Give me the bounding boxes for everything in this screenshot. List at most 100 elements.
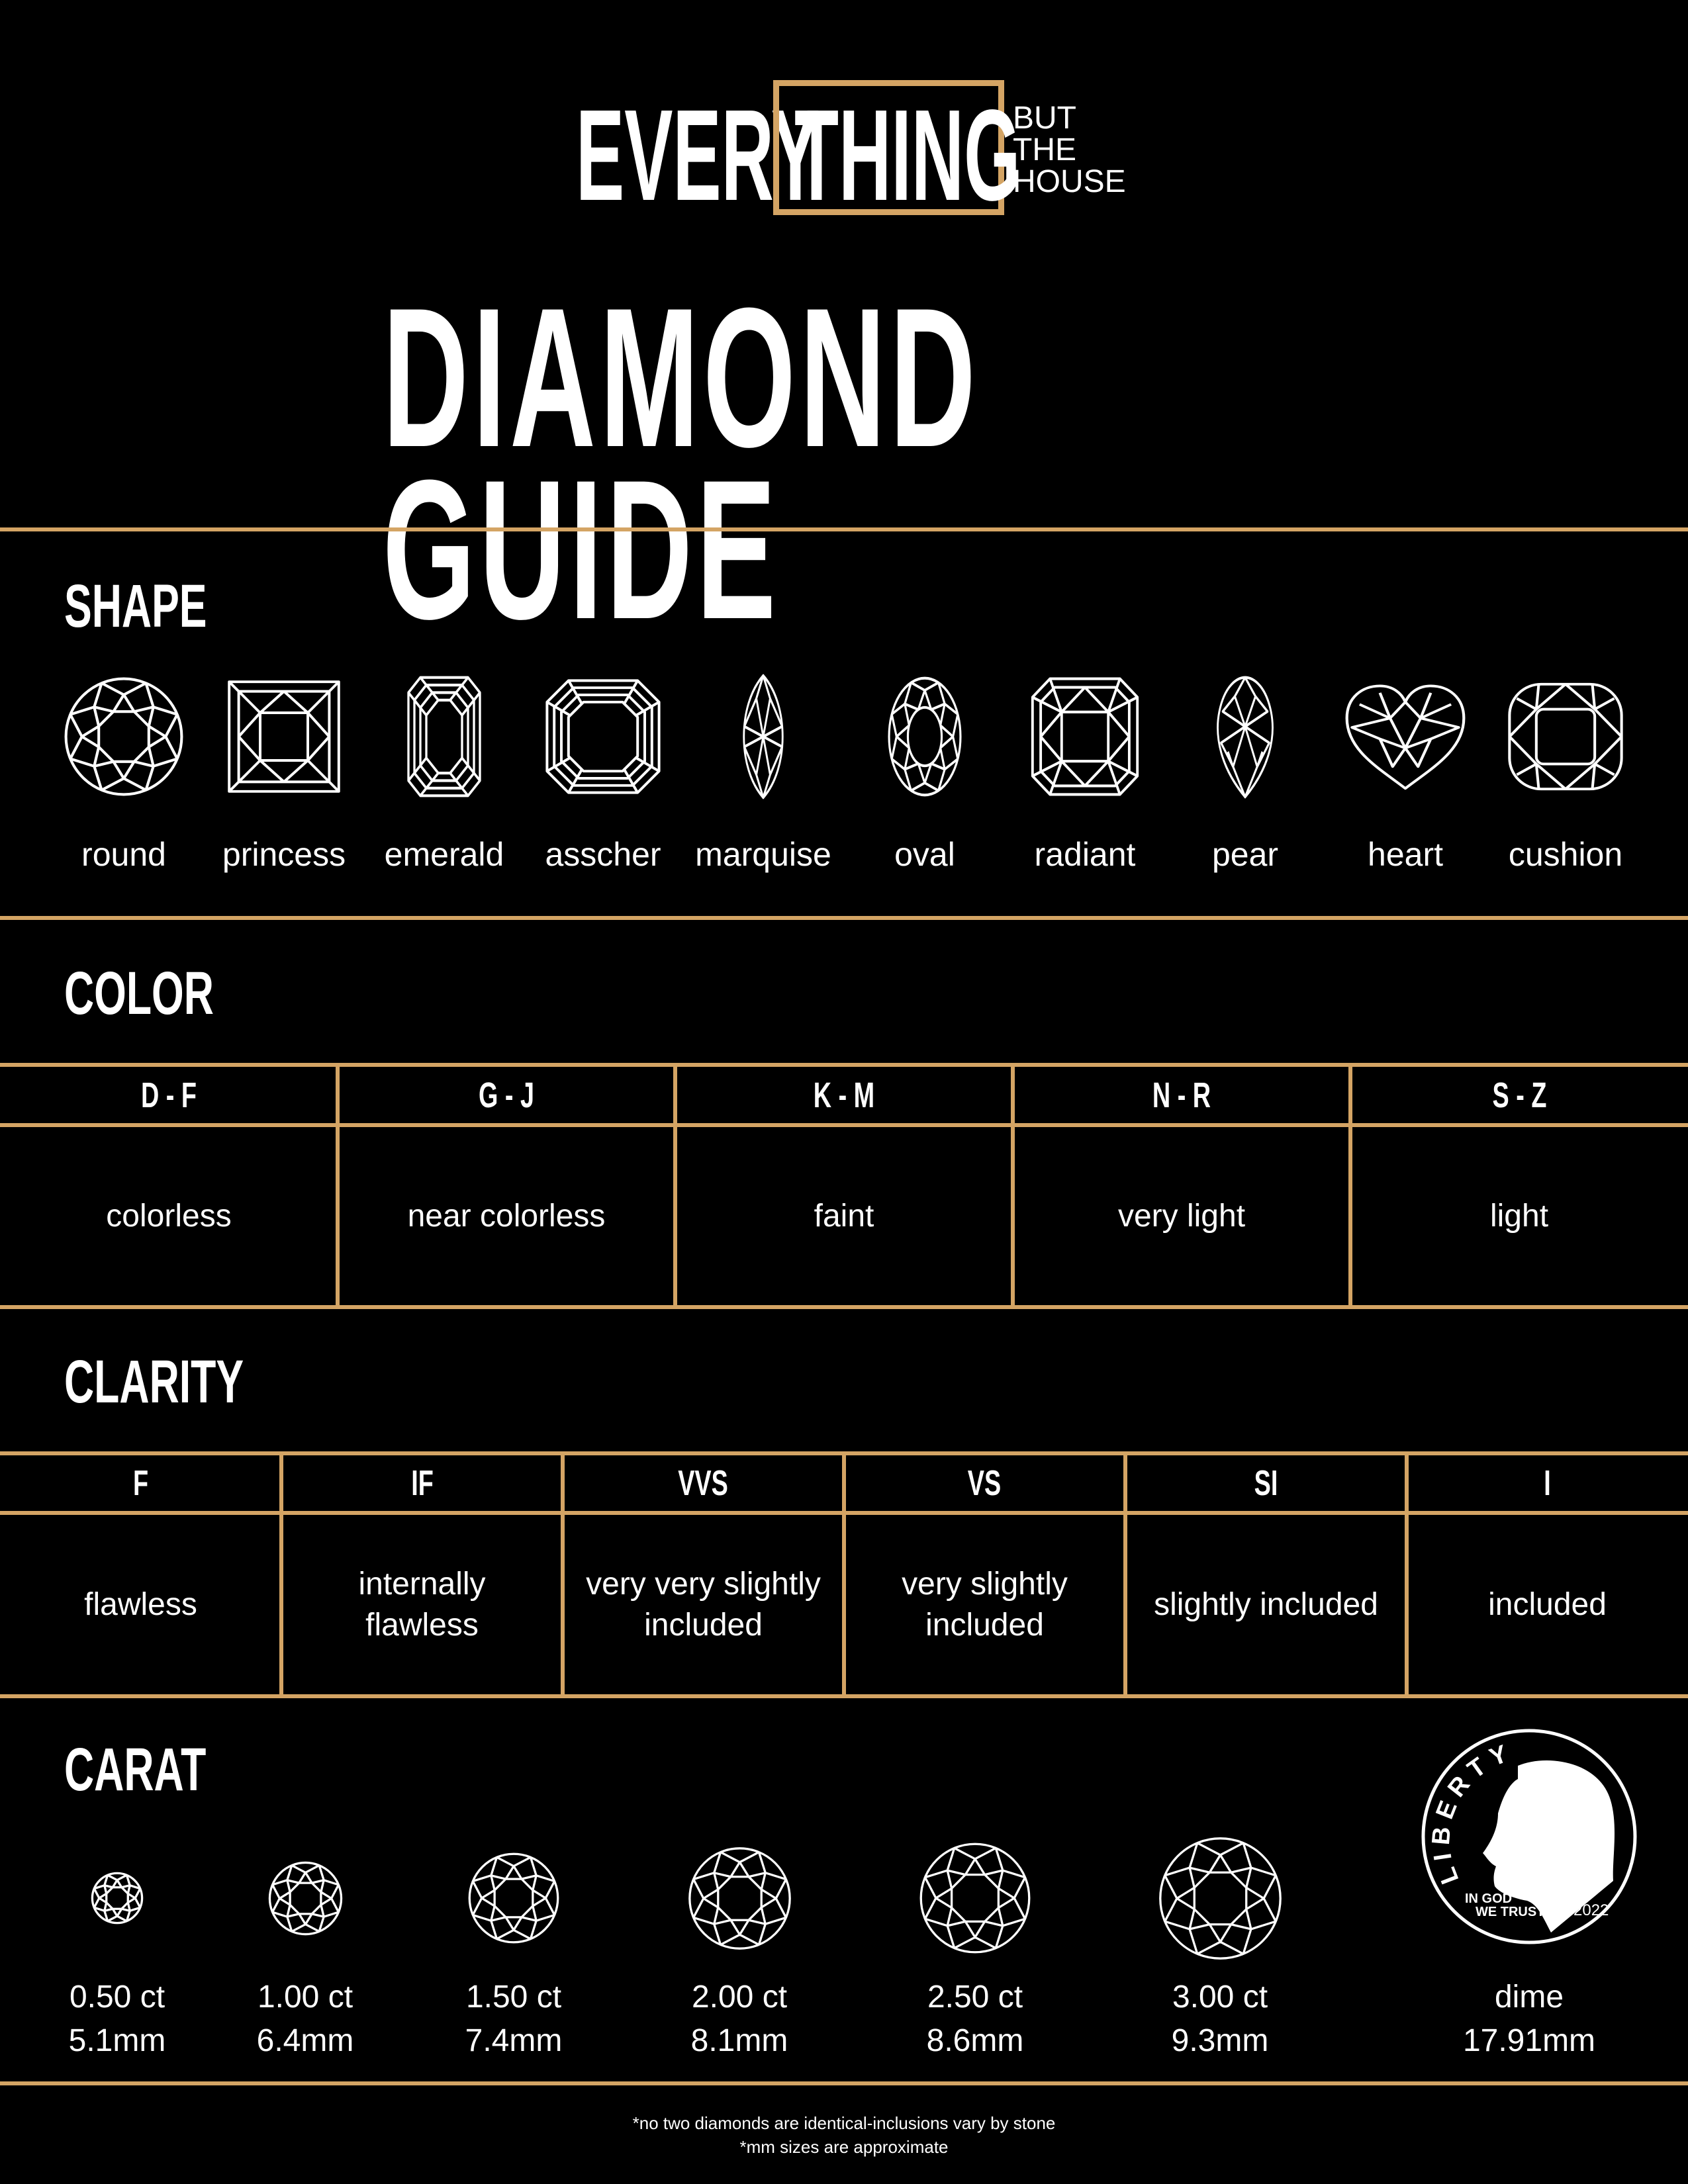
clarity-grade-description: internally flawless — [358, 1566, 486, 1643]
shape-item-round: round — [44, 672, 203, 874]
clarity-grade-header: SI — [1254, 1463, 1278, 1503]
shape-item-pear: pear — [1166, 672, 1325, 874]
oval-diamond-icon — [888, 676, 962, 796]
shape-label: heart — [1368, 836, 1443, 873]
heart-diamond-icon — [1345, 684, 1466, 790]
dime-reference: LIBERTY IN GOD WE TRUST 2022 — [1420, 1727, 1638, 1946]
divider — [0, 2081, 1688, 2085]
cushion-diamond-icon — [1508, 682, 1623, 790]
shape-item-cushion: cushion — [1486, 672, 1645, 874]
shape-label: oval — [894, 836, 955, 873]
clarity-grade-header: VVS — [678, 1463, 729, 1503]
table-column-divider — [1011, 1063, 1015, 1309]
asscher-diamond-icon — [545, 678, 661, 794]
color-grade-description: faint — [814, 1198, 874, 1234]
table-column-divider — [561, 1451, 565, 1698]
table-column-divider — [279, 1451, 283, 1698]
carat-diamond — [1121, 1835, 1319, 1962]
shape-label: princess — [222, 836, 346, 873]
clarity-grade-header: VS — [968, 1463, 1002, 1503]
clarity-grade-header: F — [132, 1463, 149, 1503]
round-diamond-icon — [64, 677, 183, 796]
shape-item-radiant: radiant — [1006, 672, 1164, 874]
logo-word-thing: THING — [794, 83, 1021, 228]
table-column-divider — [673, 1063, 677, 1309]
carat-label: 1.50 ct 7.4mm — [465, 1979, 563, 2058]
logo-box — [773, 80, 1004, 215]
shape-item-heart: heart — [1326, 672, 1485, 874]
princess-diamond-icon — [228, 680, 340, 793]
table-rule — [0, 1063, 1688, 1067]
carat-label: 3.00 ct 9.3mm — [1171, 1979, 1269, 2058]
dime-year: 2022 — [1573, 1901, 1609, 1919]
shape-label: cushion — [1508, 836, 1623, 873]
emerald-diamond-icon — [407, 676, 481, 797]
divider — [0, 916, 1688, 920]
clarity-grade-header: I — [1544, 1463, 1551, 1503]
carat-diamond — [414, 1851, 613, 1945]
marquise-diamond-icon — [743, 674, 784, 799]
divider — [0, 527, 1688, 531]
color-grade-description: near colorless — [407, 1198, 606, 1234]
round-diamond-icon — [688, 1846, 791, 1950]
carat-label: 2.50 ct 8.6mm — [926, 1979, 1024, 2058]
table-column-divider — [1405, 1451, 1409, 1698]
carat-diamond — [640, 1845, 839, 1952]
shape-label: round — [81, 836, 166, 873]
table-column-divider — [1348, 1063, 1352, 1309]
dime-motto-2: WE TRUST — [1476, 1905, 1544, 1919]
carat-diamond — [206, 1860, 404, 1936]
shape-label: marquise — [695, 836, 831, 873]
carat-diamond — [18, 1872, 216, 1925]
round-diamond-icon — [468, 1852, 559, 1944]
radiant-diamond-icon — [1031, 677, 1139, 796]
shape-item-oval: oval — [845, 672, 1004, 874]
shape-item-princess: princess — [205, 672, 363, 874]
shape-item-emerald: emerald — [365, 672, 524, 874]
carat-heading: CARAT — [64, 1736, 207, 1803]
brand-logo: EVERY THING BUT THE HOUSE — [0, 0, 1688, 225]
color-grade-header: N - R — [1152, 1075, 1211, 1115]
table-column-divider — [842, 1451, 846, 1698]
logo-tagline: BUT THE HOUSE — [1013, 101, 1126, 199]
clarity-grade-description: very slightly included — [902, 1566, 1068, 1643]
color-grade-header: D - F — [140, 1075, 197, 1115]
dime-motto-1: IN GOD — [1465, 1891, 1512, 1906]
color-grade-header: S - Z — [1492, 1075, 1546, 1115]
shape-label: pear — [1211, 836, 1279, 873]
color-heading: COLOR — [64, 960, 214, 1027]
table-column-divider — [1123, 1451, 1127, 1698]
shape-item-marquise: marquise — [684, 672, 843, 874]
dime-label: dime 17.91mm — [1462, 1979, 1596, 2058]
round-diamond-icon — [1158, 1837, 1282, 1960]
pear-diamond-icon — [1217, 676, 1274, 798]
color-grade-header: G - J — [478, 1075, 535, 1115]
footnote: *no two diamonds are identical-inclusion… — [632, 2113, 1056, 2133]
table-rule — [0, 1123, 1688, 1127]
carat-diamond — [876, 1841, 1074, 1956]
round-diamond-icon — [919, 1843, 1031, 1954]
table-rule — [0, 1305, 1688, 1309]
table-column-divider — [336, 1063, 340, 1309]
shape-heading: SHAPE — [64, 572, 207, 640]
shape-label: emerald — [384, 836, 504, 873]
carat-label: 2.00 ct 8.1mm — [690, 1979, 788, 2058]
shape-label: asscher — [545, 836, 661, 873]
round-diamond-icon — [91, 1872, 144, 1925]
clarity-heading: CLARITY — [64, 1348, 244, 1416]
clarity-grade-description: very very slightly included — [586, 1566, 821, 1643]
footnote: *mm sizes are approximate — [739, 2137, 949, 2157]
carat-label: 1.00 ct 6.4mm — [256, 1979, 354, 2058]
shape-item-asscher: asscher — [524, 672, 682, 874]
clarity-grade-description: slightly included — [1154, 1586, 1378, 1622]
round-diamond-icon — [268, 1861, 342, 1935]
color-grade-header: K - M — [813, 1075, 875, 1115]
color-grade-description: colorless — [106, 1198, 232, 1234]
dime-icon: LIBERTY IN GOD WE TRUST 2022 — [1421, 1729, 1637, 1944]
color-grade-description: light — [1489, 1198, 1549, 1234]
page-title: DIAMOND GUIDE — [383, 266, 980, 660]
clarity-grade-description: included — [1488, 1586, 1607, 1622]
clarity-grade-description: flawless — [84, 1586, 197, 1622]
shape-label: radiant — [1034, 836, 1136, 873]
color-grade-description: very light — [1117, 1198, 1246, 1234]
